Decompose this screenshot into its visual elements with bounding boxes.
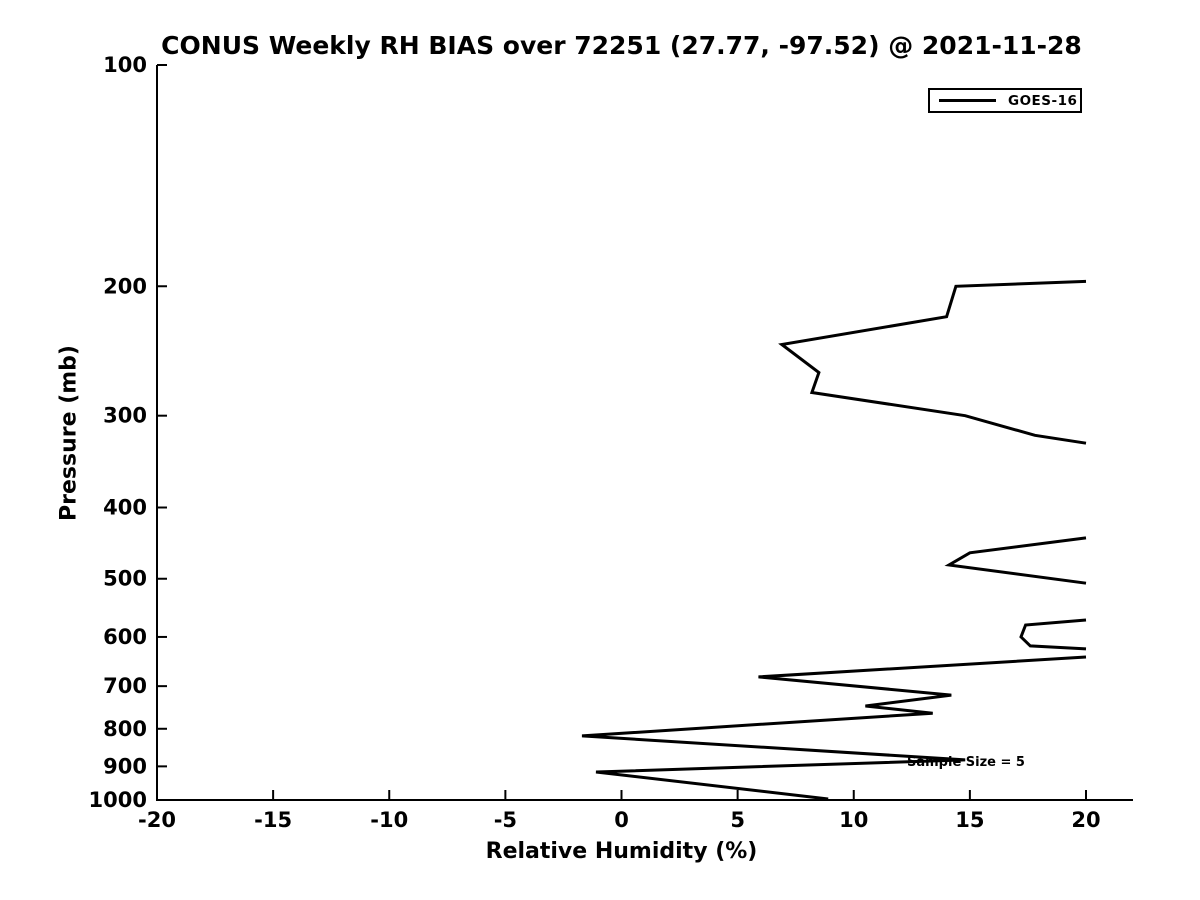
y-tick-label: 500 xyxy=(103,567,147,591)
chart-title: CONUS Weekly RH BIAS over 72251 (27.77, … xyxy=(161,31,1082,60)
x-tick-label: 5 xyxy=(730,808,745,832)
legend-entry-label: GOES-16 xyxy=(1008,92,1078,109)
y-tick-label: 1000 xyxy=(89,788,147,812)
series-line-goes-16 xyxy=(581,655,1087,801)
x-tick-label: -15 xyxy=(254,808,292,832)
y-tick-label: 600 xyxy=(103,625,147,649)
x-tick-label: -10 xyxy=(370,808,408,832)
y-tick-label: 100 xyxy=(103,53,147,77)
y-tick-label: 700 xyxy=(103,674,147,698)
x-tick-label: 0 xyxy=(614,808,629,832)
y-tick-label: 900 xyxy=(103,754,147,778)
y-tick-label: 800 xyxy=(103,717,147,741)
series-line-goes-16 xyxy=(778,279,1087,445)
x-tick-label: 20 xyxy=(1071,808,1100,832)
legend-box: GOES-16 xyxy=(928,88,1082,113)
x-tick-label: -20 xyxy=(138,808,176,832)
y-tick-label: 200 xyxy=(103,274,147,298)
legend-line-sample xyxy=(939,99,996,102)
x-axis-label: Relative Humidity (%) xyxy=(485,839,758,864)
series-line-goes-16 xyxy=(944,536,1087,585)
y-axis-label: Pressure (mb) xyxy=(56,345,82,521)
series-line-goes-16 xyxy=(1019,618,1087,651)
x-tick-label: 10 xyxy=(839,808,868,832)
y-tick-label: 400 xyxy=(103,496,147,520)
y-tick-label: 300 xyxy=(103,404,147,428)
x-tick-label: 15 xyxy=(955,808,984,832)
sample-size-annotation: Sample Size = 5 xyxy=(907,755,1025,770)
x-tick-label: -5 xyxy=(494,808,517,832)
